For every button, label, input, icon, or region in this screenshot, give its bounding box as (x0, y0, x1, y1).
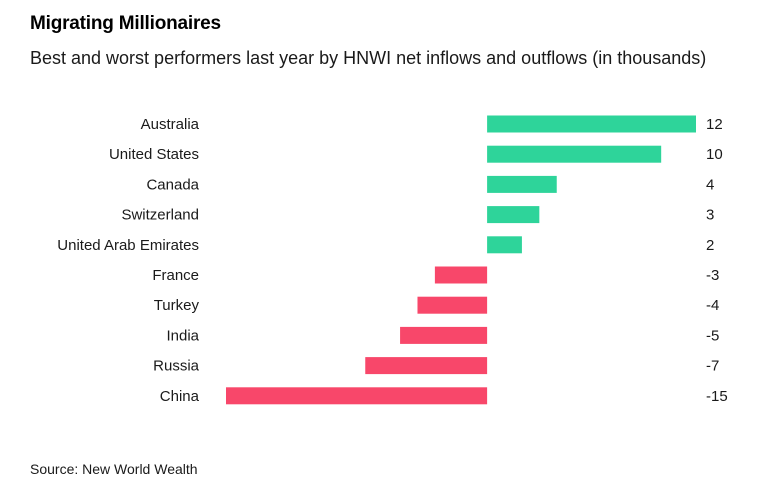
value-label-china: -15 (706, 388, 728, 405)
category-label-switzerland: Switzerland (121, 207, 199, 224)
category-label-russia: Russia (153, 358, 200, 375)
value-label-india: -5 (706, 327, 719, 344)
value-label-turkey: -4 (706, 297, 719, 314)
chart-title: Migrating Millionaires (30, 13, 221, 34)
category-label-india: India (166, 327, 199, 344)
category-label-united-states: United States (109, 146, 199, 163)
bar-canada (487, 175, 557, 193)
category-label-china: China (160, 388, 200, 405)
chart-subtitle: Best and worst performers last year by H… (30, 48, 707, 68)
bar-china (226, 387, 488, 405)
value-label-australia: 12 (706, 116, 723, 133)
category-label-australia: Australia (141, 116, 200, 133)
value-label-canada: 4 (706, 176, 714, 193)
bar-france (434, 266, 488, 284)
bar-russia (365, 357, 488, 375)
category-labels: Australia United States Canada Switzerland U… (57, 116, 199, 405)
bar-united-arab-emirates (487, 236, 522, 254)
value-label-france: -3 (706, 267, 719, 284)
value-label-united-arab-emirates: 2 (706, 237, 714, 254)
bar-united-states (487, 145, 662, 163)
bar-india (400, 326, 488, 344)
value-label-switzerland: 3 (706, 207, 714, 224)
category-label-france: France (152, 267, 199, 284)
bars (226, 115, 696, 405)
category-label-united-arab-emirates: United Arab Emirates (57, 237, 199, 254)
chart-source: Source: New World Wealth (30, 461, 198, 477)
bar-switzerland (487, 206, 540, 224)
value-labels: 12 10 4 3 2 -3 -4 -5 -7 -15 (706, 116, 728, 405)
value-label-russia: -7 (706, 358, 719, 375)
category-label-turkey: Turkey (154, 297, 200, 314)
bar-australia (487, 115, 696, 133)
category-label-canada: Canada (146, 176, 199, 193)
value-label-united-states: 10 (706, 146, 723, 163)
bar-turkey (417, 296, 488, 314)
